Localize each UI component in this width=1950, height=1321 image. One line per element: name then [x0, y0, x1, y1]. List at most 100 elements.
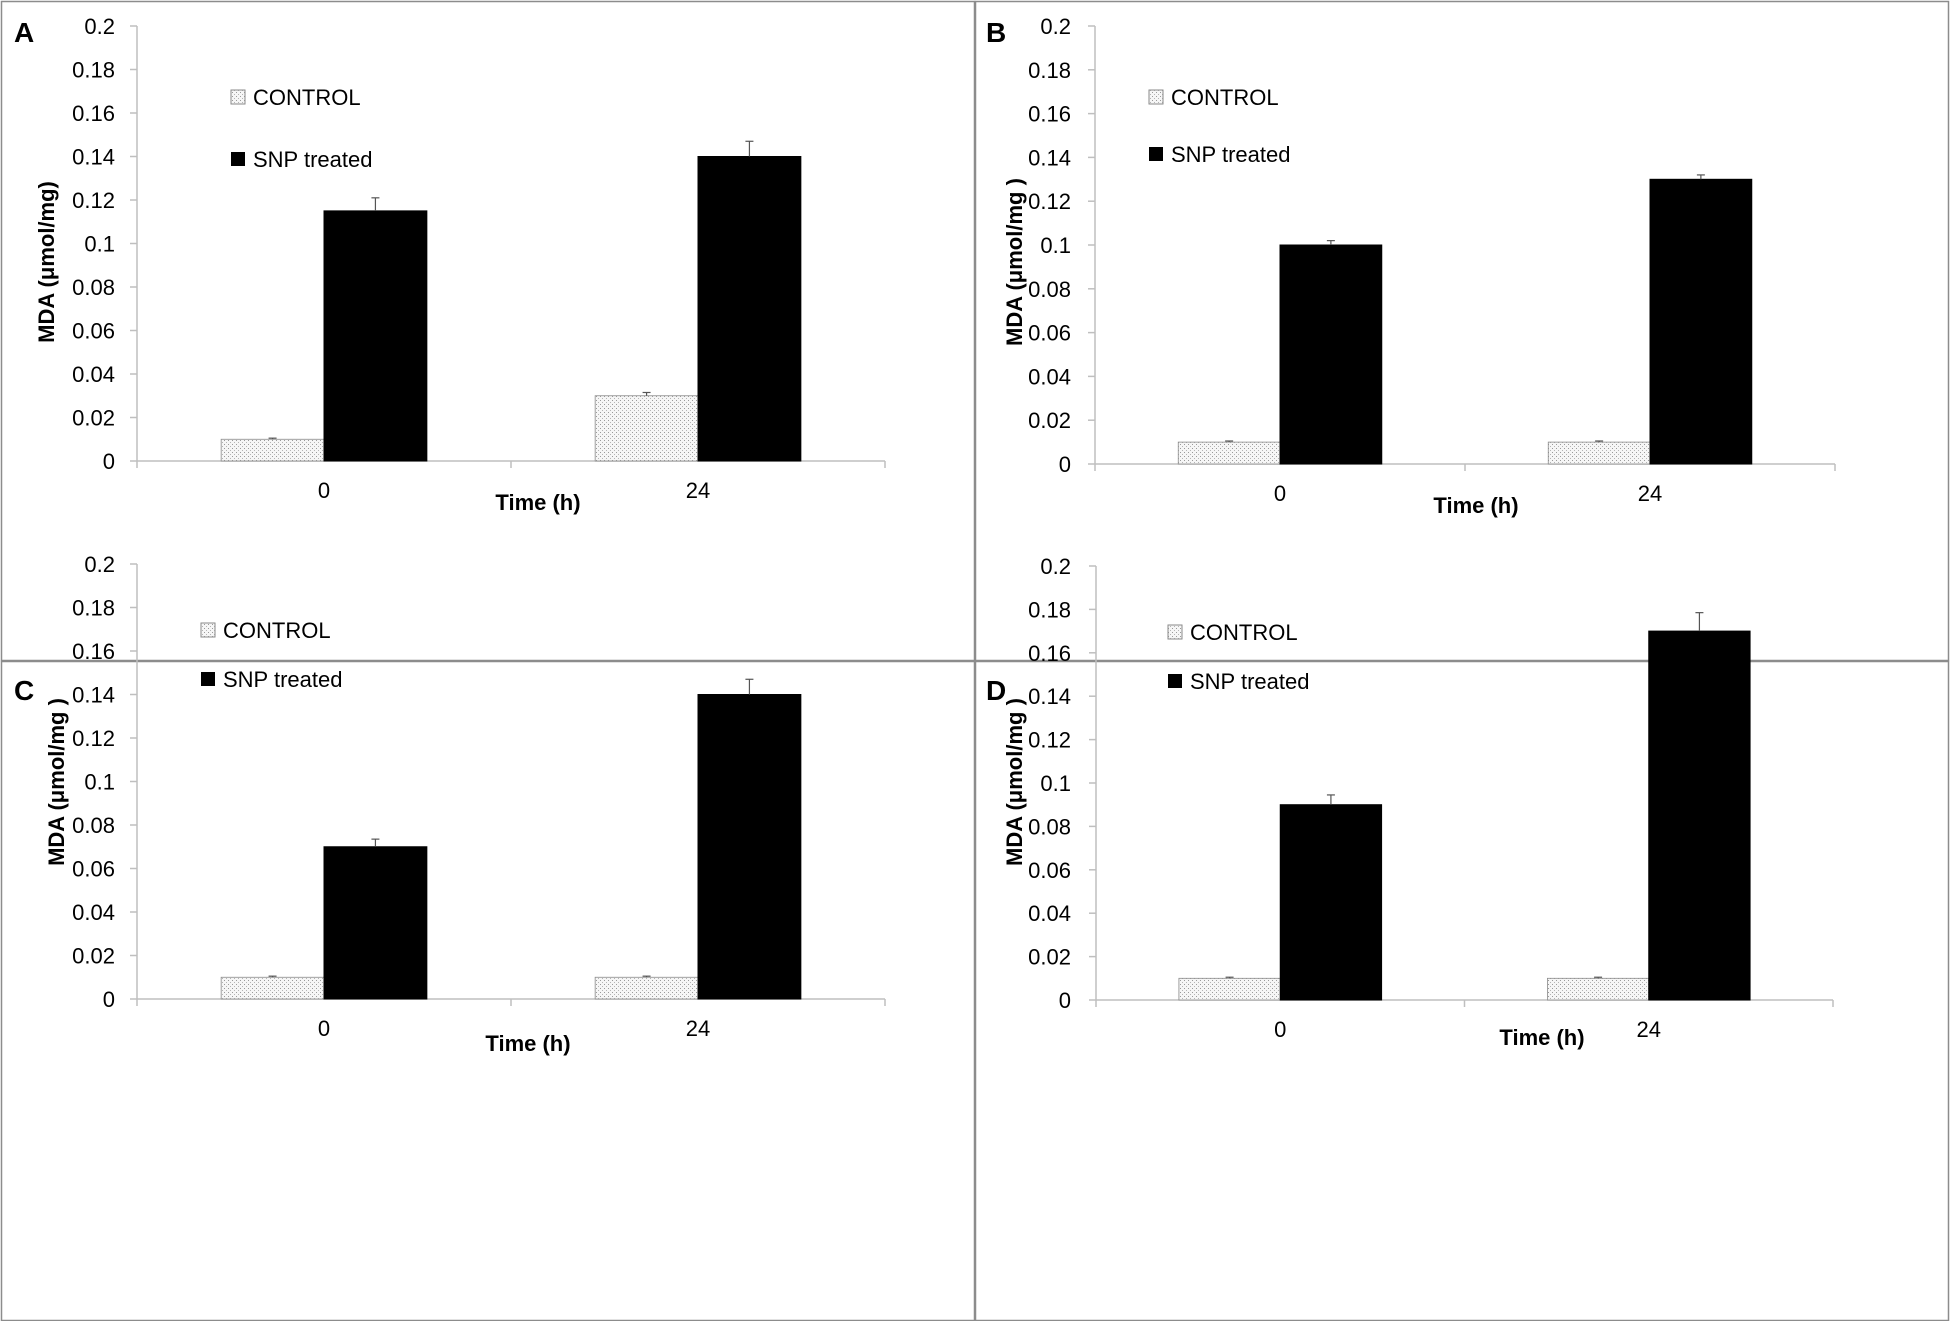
- legend-label-snp-treated: SNP treated: [223, 667, 342, 692]
- y-tick-label: 0.1: [84, 232, 115, 257]
- legend-label-control: CONTROL: [253, 85, 361, 110]
- panel-frame: [0, 0, 976, 662]
- legend-swatch-control: [1167, 624, 1183, 640]
- bar-snp-treated: [323, 210, 428, 462]
- legend-swatch-control: [200, 622, 216, 638]
- y-tick-label: 0.12: [1028, 728, 1071, 753]
- y-tick-label: 0: [1059, 452, 1071, 477]
- y-tick-label: 0.12: [72, 188, 115, 213]
- legend: CONTROL SNP treated: [200, 618, 342, 692]
- y-tick-label: 0.1: [1040, 771, 1071, 796]
- x-tick-label: 24: [1637, 1017, 1661, 1042]
- y-tick-label: 0.2: [1040, 14, 1071, 39]
- panel-label: B: [986, 17, 1006, 48]
- legend: CONTROL SNP treated: [230, 85, 372, 172]
- panel-b: B 0 0.02 0.04 0.06 0.08 0.1 0.12 0.14 0.16 0.18 0.2…: [974, 0, 1950, 662]
- y-tick-label: 0.04: [72, 362, 115, 387]
- y-tick-label: 0: [103, 987, 115, 1012]
- x-tick-label: 24: [686, 1016, 710, 1041]
- bar-control: [1547, 977, 1650, 1001]
- bar-snp-treated: [697, 156, 802, 462]
- bar-snp-treated: [1649, 178, 1753, 465]
- y-tick-label: 0.06: [1028, 858, 1071, 883]
- panel-label: D: [986, 675, 1006, 706]
- y-axis-title: MDA (μmol/mg ): [44, 698, 69, 866]
- y-tick-label: 0.16: [72, 639, 115, 664]
- y-tick-label: 0.06: [72, 857, 115, 882]
- y-tick-label: 0: [103, 449, 115, 474]
- y-tick-label: 0.18: [72, 596, 115, 621]
- x-tick-label: 0: [1274, 481, 1286, 506]
- x-tick-label: 0: [318, 478, 330, 503]
- bar-control: [594, 395, 699, 462]
- x-axis-title: Time (h): [495, 490, 580, 515]
- bar-control: [1178, 977, 1281, 1001]
- y-tick-label: 0.04: [72, 900, 115, 925]
- legend-swatch-snp-treated: [231, 152, 245, 166]
- legend-swatch-snp-treated: [1168, 674, 1182, 688]
- x-tick-label: 0: [318, 1016, 330, 1041]
- y-tick-label: 0.12: [72, 726, 115, 751]
- y-tick-label: 0.1: [1040, 233, 1071, 258]
- y-tick-label: 0.06: [72, 319, 115, 344]
- y-tick-label: 0.16: [1028, 641, 1071, 666]
- bar-snp-treated: [1648, 630, 1751, 1001]
- bar-snp-treated: [1279, 244, 1383, 465]
- panel-c: C 0 0.02 0.04 0.06 0.08 0.1 0.12 0.14 0.16 0.18 0.2…: [0, 552, 976, 1321]
- y-axis-title: MDA (μmol/mg ): [1002, 178, 1027, 346]
- legend-label-control: CONTROL: [1171, 85, 1279, 110]
- y-tick-label: 0.02: [72, 944, 115, 969]
- legend-label-control: CONTROL: [223, 618, 331, 643]
- panel-a: A 0 0.02 0.04 0.06 0.08 0.1 0.12 0.14 0.16 0.18 0.2…: [0, 0, 976, 662]
- panel-d: D 0 0.02 0.04 0.06 0.08 0.1 0.12 0.14 0.16 0.18 0.2…: [974, 554, 1950, 1321]
- panel-label: C: [14, 675, 34, 706]
- bar-snp-treated: [323, 846, 428, 1000]
- bar-control: [1547, 441, 1651, 465]
- y-tick-label: 0.14: [1028, 145, 1071, 170]
- bar-control: [594, 976, 699, 1000]
- y-tick-label: 0.08: [1028, 277, 1071, 302]
- x-tick-label: 0: [1274, 1017, 1286, 1042]
- legend-swatch-control: [1148, 89, 1164, 105]
- bar-control: [220, 438, 325, 462]
- legend-swatch-snp-treated: [1149, 147, 1163, 161]
- y-tick-label: 0.14: [72, 683, 115, 708]
- bar-snp-treated: [1279, 804, 1383, 1001]
- bar-control: [220, 976, 325, 1000]
- y-tick-label: 0.06: [1028, 321, 1071, 346]
- y-tick-label: 0.12: [1028, 189, 1071, 214]
- legend: CONTROL SNP treated: [1167, 620, 1309, 694]
- y-tick-label: 0.2: [84, 552, 115, 577]
- y-tick-label: 0.08: [72, 813, 115, 838]
- panel-label: A: [14, 17, 34, 48]
- y-tick-label: 0: [1059, 988, 1071, 1013]
- y-tick-label: 0.2: [84, 14, 115, 39]
- y-tick-label: 0.16: [1028, 102, 1071, 127]
- bar-control: [1177, 441, 1281, 465]
- y-tick-label: 0.04: [1028, 901, 1071, 926]
- y-axis-title: MDA (μmol/mg ): [1002, 698, 1027, 866]
- y-tick-label: 0.02: [1028, 945, 1071, 970]
- x-tick-label: 24: [686, 478, 710, 503]
- panel-frame: [0, 660, 976, 1321]
- panel-frame: [974, 0, 1950, 662]
- y-tick-label: 0.02: [72, 406, 115, 431]
- y-tick-label: 0.16: [72, 101, 115, 126]
- x-axis-title: Time (h): [485, 1031, 570, 1056]
- y-tick-label: 0.2: [1040, 554, 1071, 579]
- y-tick-label: 0.08: [1028, 814, 1071, 839]
- y-tick-label: 0.14: [72, 145, 115, 170]
- y-tick-label: 0.04: [1028, 364, 1071, 389]
- x-tick-label: 24: [1638, 481, 1662, 506]
- bar-snp-treated: [697, 694, 802, 1000]
- y-tick-label: 0.18: [1028, 597, 1071, 622]
- y-tick-label: 0.14: [1028, 684, 1071, 709]
- legend-swatch-control: [230, 89, 246, 105]
- legend-label-control: CONTROL: [1190, 620, 1298, 645]
- y-axis-title: MDA (μmol/mg): [34, 181, 59, 343]
- legend-swatch-snp-treated: [201, 672, 215, 686]
- legend-label-snp-treated: SNP treated: [1171, 142, 1290, 167]
- legend-label-snp-treated: SNP treated: [253, 147, 372, 172]
- legend-label-snp-treated: SNP treated: [1190, 669, 1309, 694]
